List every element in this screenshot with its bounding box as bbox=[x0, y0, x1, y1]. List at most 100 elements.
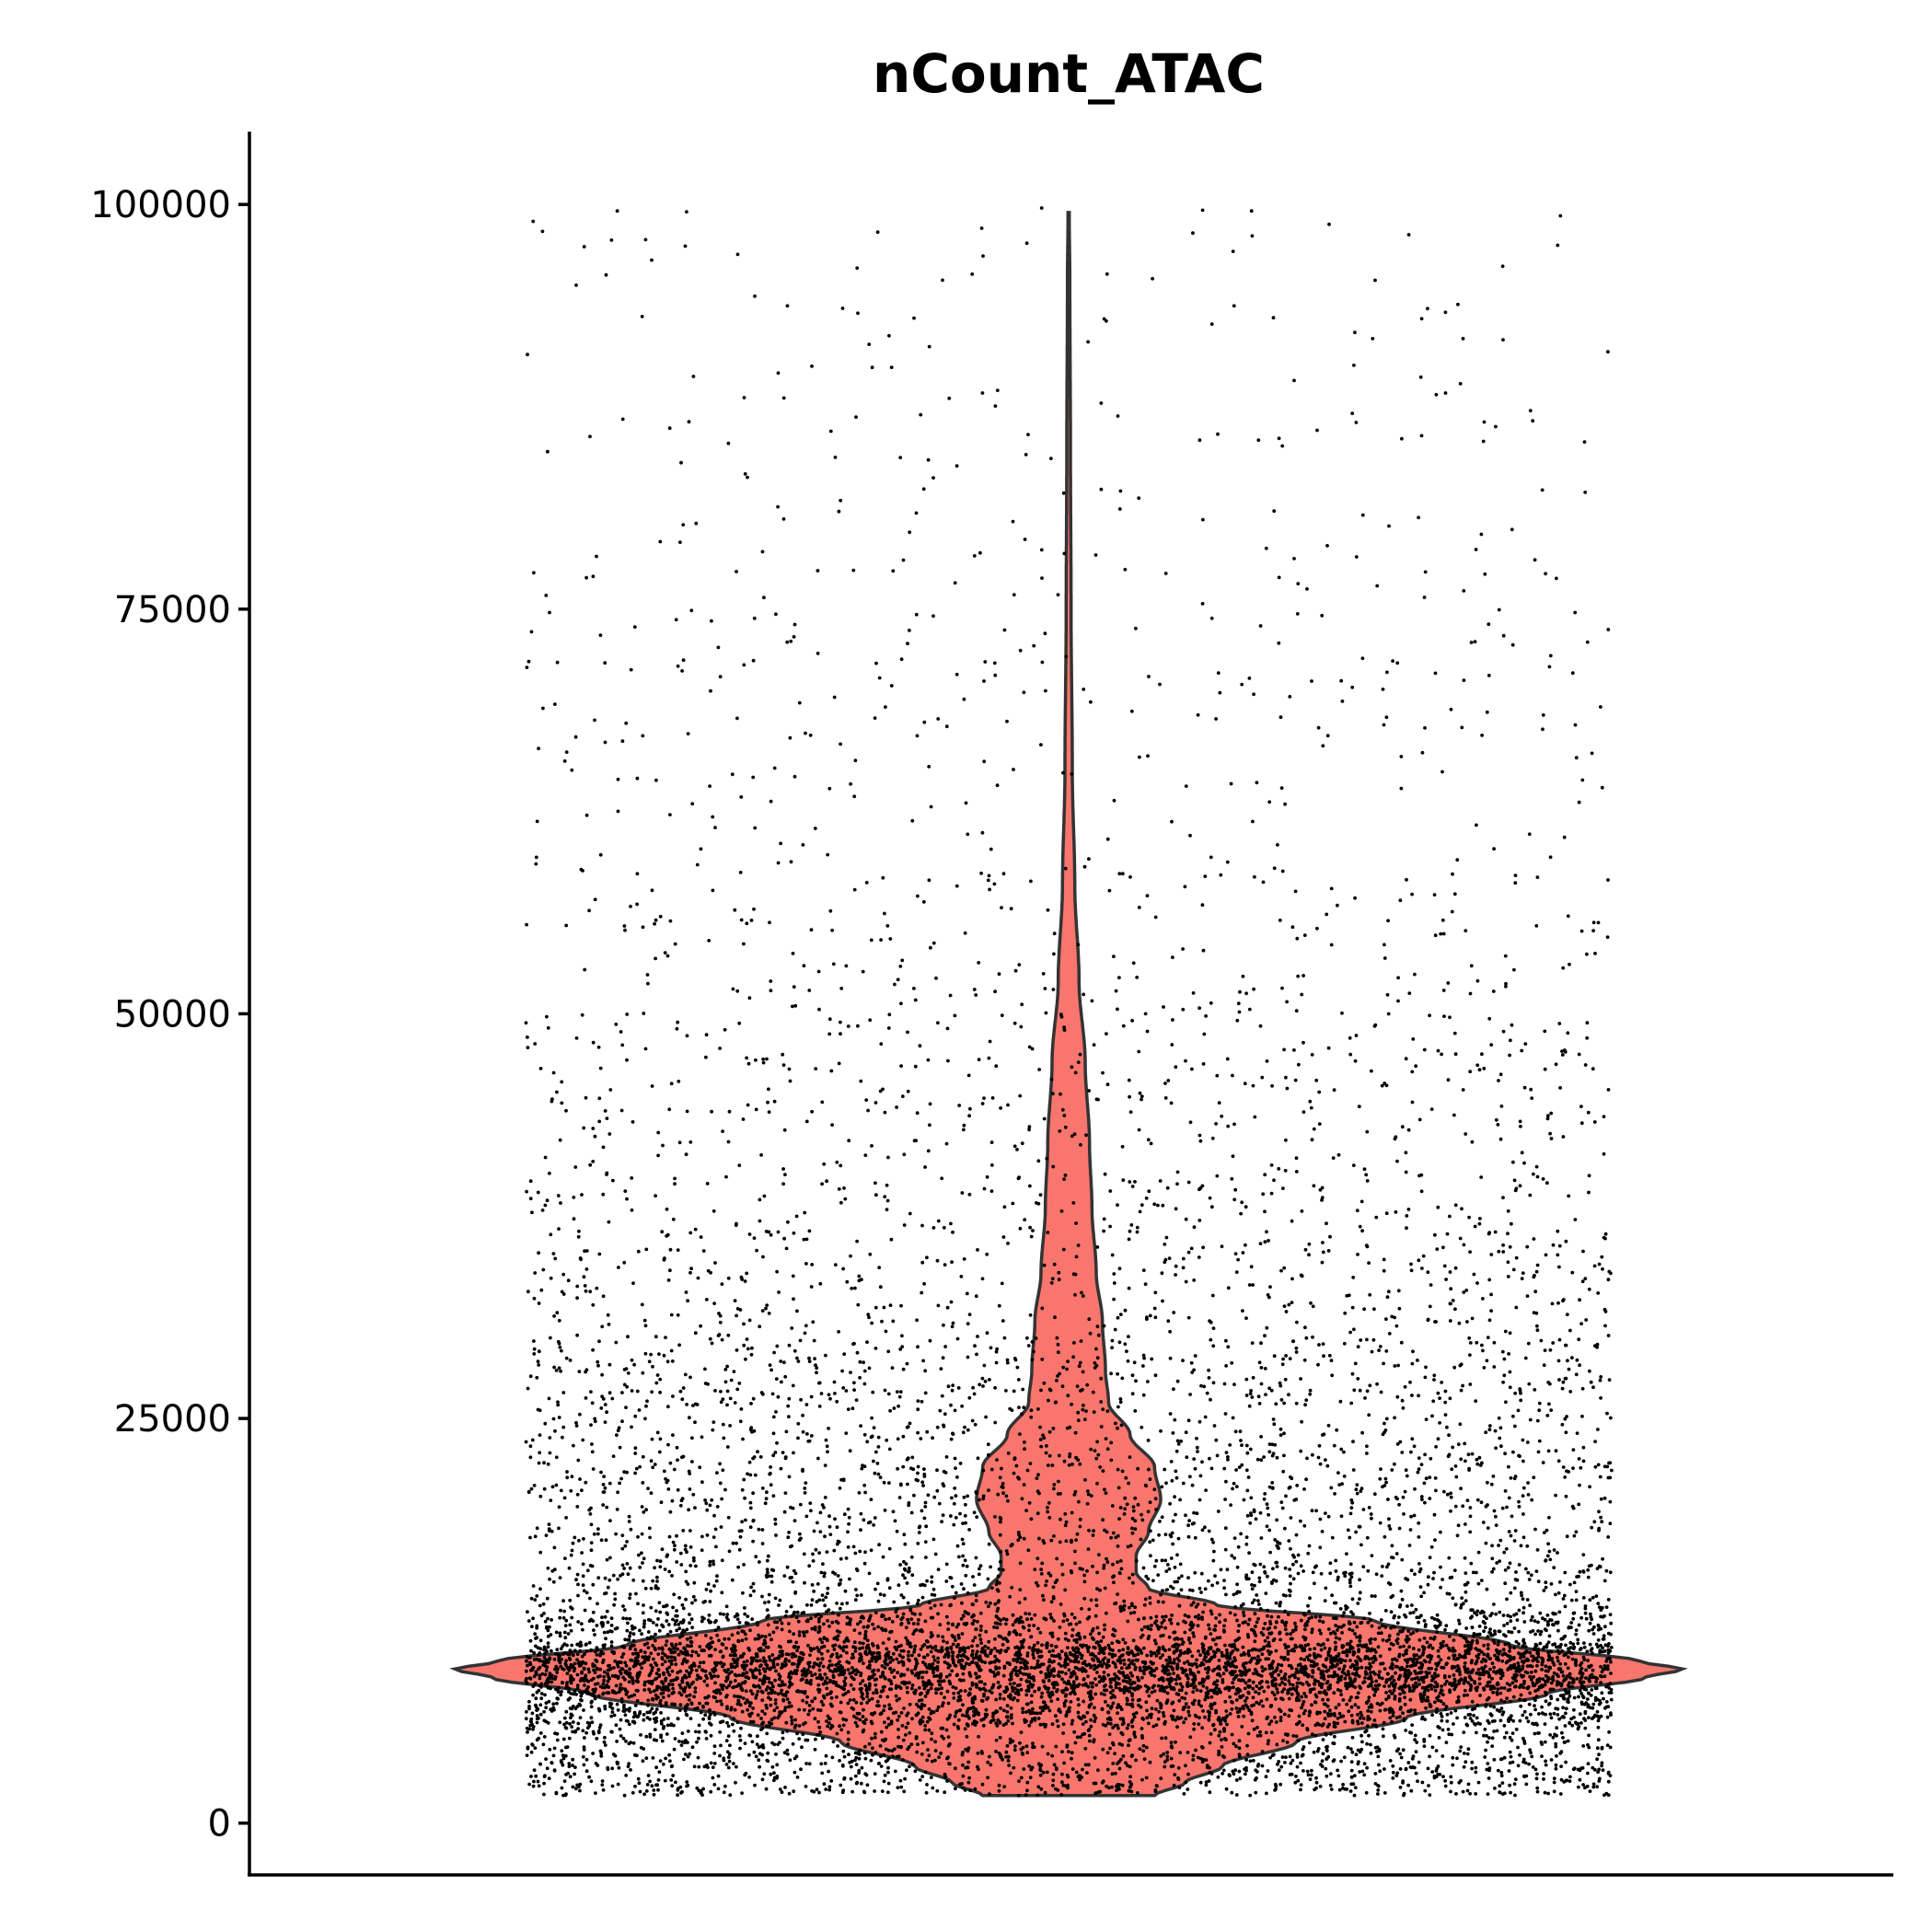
data-point bbox=[839, 1700, 843, 1705]
data-point bbox=[1242, 1661, 1246, 1666]
data-point bbox=[1252, 1703, 1256, 1707]
data-point bbox=[768, 1658, 772, 1662]
data-point bbox=[884, 1658, 888, 1662]
data-point bbox=[1521, 1713, 1525, 1718]
data-point bbox=[1382, 1791, 1387, 1795]
data-point bbox=[1025, 1780, 1030, 1785]
data-point bbox=[933, 1645, 938, 1649]
data-point bbox=[1543, 1790, 1547, 1795]
data-point bbox=[631, 1790, 635, 1795]
data-point bbox=[1087, 1705, 1092, 1709]
data-point bbox=[1382, 1734, 1385, 1739]
data-point bbox=[1514, 1728, 1519, 1731]
data-point bbox=[1163, 1721, 1167, 1726]
data-point bbox=[901, 1738, 906, 1742]
data-point bbox=[851, 1697, 856, 1702]
data-point bbox=[1194, 1748, 1197, 1753]
data-point bbox=[1434, 1775, 1439, 1778]
data-point bbox=[1577, 1785, 1580, 1789]
data-point bbox=[1398, 1767, 1403, 1771]
data-point bbox=[1215, 1679, 1220, 1683]
data-point bbox=[1096, 1768, 1100, 1773]
data-point bbox=[560, 1749, 564, 1753]
data-point bbox=[578, 1716, 583, 1719]
data-point bbox=[899, 1711, 904, 1715]
data-point bbox=[1299, 1657, 1303, 1661]
data-point bbox=[1081, 1732, 1085, 1737]
data-point bbox=[757, 1668, 761, 1672]
data-point bbox=[591, 1662, 596, 1666]
data-point bbox=[841, 1749, 846, 1753]
data-point bbox=[645, 1710, 650, 1715]
data-point bbox=[609, 1644, 614, 1649]
data-point bbox=[633, 1651, 638, 1656]
data-point bbox=[1345, 1649, 1349, 1652]
data-point bbox=[838, 1724, 841, 1729]
data-point bbox=[642, 1718, 646, 1722]
data-point bbox=[785, 1730, 790, 1733]
data-point bbox=[1258, 1733, 1263, 1738]
data-point bbox=[1401, 1748, 1406, 1753]
data-point bbox=[865, 1783, 870, 1787]
data-point bbox=[1017, 1779, 1021, 1783]
data-point bbox=[974, 1708, 978, 1713]
data-point bbox=[870, 1670, 874, 1673]
data-point bbox=[827, 1769, 830, 1774]
data-point bbox=[1012, 1682, 1016, 1685]
data-point bbox=[1524, 1774, 1529, 1778]
data-point bbox=[1524, 1782, 1529, 1787]
data-point bbox=[1102, 1671, 1106, 1674]
data-point bbox=[1433, 1700, 1437, 1705]
data-point bbox=[1127, 1739, 1131, 1742]
data-point bbox=[701, 1705, 705, 1709]
data-point bbox=[569, 1716, 573, 1720]
data-point bbox=[1130, 1697, 1135, 1702]
data-point bbox=[632, 1693, 637, 1697]
data-point bbox=[573, 1661, 577, 1666]
data-point bbox=[1252, 1672, 1255, 1676]
data-point bbox=[788, 1758, 792, 1763]
data-point bbox=[1121, 1648, 1125, 1652]
data-point bbox=[629, 1768, 632, 1772]
data-point bbox=[814, 1737, 817, 1741]
data-point bbox=[990, 1686, 994, 1690]
data-point bbox=[861, 1730, 865, 1734]
data-point bbox=[1435, 1706, 1439, 1711]
data-point bbox=[527, 1705, 531, 1708]
data-point bbox=[1313, 1723, 1318, 1728]
data-point bbox=[1171, 1700, 1175, 1705]
data-point bbox=[982, 1687, 986, 1691]
data-point bbox=[846, 1690, 850, 1694]
data-point bbox=[1535, 1663, 1539, 1668]
data-point bbox=[1086, 1729, 1091, 1732]
data-point bbox=[884, 1676, 887, 1681]
data-point bbox=[1169, 1745, 1174, 1749]
data-point bbox=[1040, 1691, 1045, 1695]
data-point bbox=[759, 1728, 763, 1731]
data-point bbox=[698, 1645, 702, 1649]
data-point bbox=[1103, 1693, 1106, 1696]
data-point bbox=[1525, 1664, 1530, 1669]
data-point bbox=[838, 1759, 841, 1763]
data-point bbox=[706, 1765, 710, 1769]
data-point bbox=[744, 1701, 747, 1706]
data-point bbox=[765, 1706, 769, 1710]
data-point bbox=[869, 1712, 873, 1716]
data-point bbox=[1080, 1653, 1084, 1658]
data-point bbox=[1022, 1767, 1026, 1771]
data-point bbox=[986, 1646, 990, 1650]
data-point bbox=[1434, 1749, 1439, 1753]
data-point bbox=[654, 1693, 658, 1697]
data-point bbox=[1093, 1663, 1097, 1668]
data-point bbox=[529, 1649, 533, 1653]
data-point bbox=[1052, 1763, 1057, 1767]
data-point bbox=[830, 1704, 834, 1708]
data-point bbox=[760, 1721, 764, 1726]
data-point bbox=[1141, 1646, 1146, 1650]
data-point bbox=[576, 1661, 581, 1665]
data-point bbox=[1488, 1704, 1493, 1708]
data-point bbox=[1591, 1785, 1596, 1789]
data-point bbox=[1393, 1695, 1397, 1698]
data-point bbox=[889, 1670, 894, 1674]
data-point bbox=[1482, 1652, 1487, 1657]
